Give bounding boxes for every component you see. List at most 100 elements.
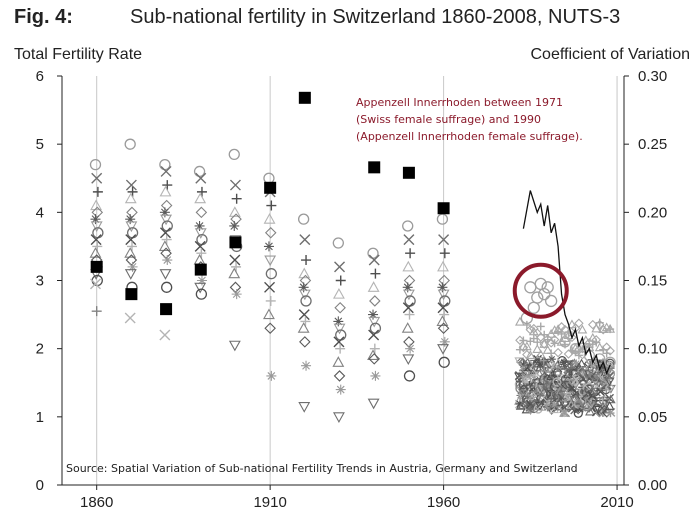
annual-tfr-point bbox=[605, 384, 616, 394]
tfr-point bbox=[301, 255, 312, 266]
annual-tfr-point bbox=[518, 342, 529, 353]
annual-tfr-point bbox=[604, 356, 616, 368]
annual-tfr-point bbox=[567, 332, 577, 343]
tfr-point bbox=[92, 241, 103, 252]
tfr-point bbox=[264, 255, 277, 267]
tfr-point bbox=[332, 356, 345, 367]
tfr-point bbox=[195, 172, 207, 184]
tfr-point bbox=[196, 248, 207, 259]
annual-tfr-point bbox=[521, 341, 532, 351]
annual-tfr-point bbox=[533, 404, 543, 414]
annual-tfr-point bbox=[567, 378, 578, 388]
tfr-point bbox=[160, 214, 173, 226]
tfr-point bbox=[404, 309, 415, 320]
y-right-tick-label: 0.00 bbox=[638, 477, 667, 494]
tfr-point bbox=[125, 214, 136, 225]
cv-square bbox=[402, 166, 415, 179]
annual-tfr-point bbox=[606, 364, 615, 373]
annual-tfr-point bbox=[594, 342, 605, 352]
tfr-point bbox=[263, 172, 275, 184]
annual-tfr-point bbox=[574, 318, 584, 329]
figure-title: Sub-national fertility in Switzerland 18… bbox=[130, 6, 621, 28]
annual-tfr-point bbox=[521, 377, 530, 386]
tfr-point bbox=[124, 269, 137, 280]
tfr-point bbox=[228, 340, 241, 352]
tfr-point bbox=[89, 278, 101, 290]
appenzell-point bbox=[541, 281, 554, 294]
annual-tfr-point bbox=[532, 354, 543, 364]
tfr-point bbox=[403, 336, 415, 348]
annual-tfr-point bbox=[563, 389, 572, 398]
annual-tfr-point bbox=[577, 324, 588, 334]
annotations: Appenzell Innerrhoden between 1971 (Swiss… bbox=[66, 96, 583, 475]
tfr-point bbox=[195, 288, 208, 300]
tfr-point bbox=[162, 255, 173, 266]
annual-tfr-point bbox=[529, 334, 538, 343]
tfr-point bbox=[125, 234, 137, 246]
tfr-point bbox=[402, 282, 413, 293]
tfr-point bbox=[229, 254, 241, 266]
tfr-point bbox=[300, 316, 311, 327]
source-note: Source: Spatial Variation of Sub-nationa… bbox=[66, 462, 578, 475]
tfr-point bbox=[370, 268, 381, 279]
tfr-point bbox=[332, 288, 345, 299]
appenzell-point bbox=[538, 287, 551, 301]
y-right-tick-label: 0.15 bbox=[638, 273, 667, 290]
tfr-point bbox=[126, 206, 138, 219]
tfr-point bbox=[91, 306, 102, 317]
tfr-point bbox=[368, 309, 379, 320]
tfr-point bbox=[438, 356, 450, 368]
tfr-point bbox=[298, 402, 311, 413]
tfr-point bbox=[90, 214, 101, 225]
y-left-tick-label: 6 bbox=[36, 68, 44, 85]
tfr-point bbox=[124, 192, 137, 204]
annual-tfr-point bbox=[535, 349, 546, 359]
gridlines bbox=[96, 76, 618, 485]
tfr-point bbox=[194, 192, 207, 204]
tfr-point bbox=[299, 336, 311, 348]
appenzell-point bbox=[534, 277, 547, 291]
tfr-point bbox=[264, 227, 277, 239]
annual-tfr-point bbox=[522, 320, 531, 329]
tfr-point bbox=[158, 240, 171, 251]
tfr-point bbox=[159, 207, 170, 218]
tfr-point bbox=[231, 193, 242, 204]
annual-tfr-point bbox=[563, 349, 574, 359]
tfr-point bbox=[369, 295, 381, 307]
tfr-point bbox=[231, 261, 242, 272]
y-left-tick-label: 5 bbox=[36, 136, 44, 153]
tfr-point bbox=[439, 309, 450, 320]
x-tick-label: 2010 bbox=[600, 494, 633, 511]
annual-tfr-point bbox=[605, 346, 615, 356]
decennial-canton-scatter bbox=[89, 138, 451, 423]
tfr-point bbox=[332, 237, 344, 249]
tfr-point bbox=[196, 275, 207, 286]
cv-square bbox=[194, 263, 207, 276]
tfr-point bbox=[438, 274, 450, 287]
tfr-point bbox=[228, 206, 241, 217]
appenzell-point bbox=[544, 294, 558, 308]
y-right-tick-label: 0.05 bbox=[638, 409, 667, 426]
tfr-point bbox=[159, 158, 171, 171]
annual-tfr-point bbox=[587, 398, 597, 408]
tfr-point bbox=[301, 360, 312, 371]
annual-tfr-point bbox=[601, 403, 612, 413]
annual-tfr-point bbox=[536, 322, 545, 331]
tfr-point bbox=[194, 240, 206, 252]
annual-tfr-point bbox=[522, 375, 532, 385]
tfr-point bbox=[402, 302, 414, 314]
tfr-point bbox=[333, 316, 344, 327]
annual-tfr-point bbox=[572, 359, 581, 368]
appenzell-point bbox=[531, 291, 544, 304]
tfr-point bbox=[367, 247, 379, 259]
annual-tfr-point bbox=[584, 380, 595, 391]
tfr-point bbox=[159, 185, 172, 197]
tfr-point bbox=[297, 213, 310, 225]
annual-tfr-point bbox=[585, 406, 595, 416]
y-left-tick-label: 1 bbox=[36, 409, 44, 426]
tfr-point bbox=[298, 282, 309, 293]
tfr-point bbox=[437, 344, 449, 355]
tfr-point bbox=[92, 186, 103, 197]
annual-tfr-point bbox=[604, 400, 615, 410]
